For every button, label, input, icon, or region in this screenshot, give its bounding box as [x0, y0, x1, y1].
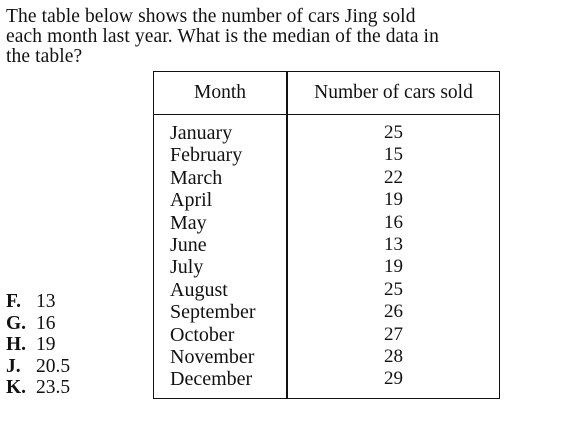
answer-choices: F. 13 G. 16 H. 19 J. 20.5 K. 23.5	[6, 291, 146, 399]
answer-choice-k[interactable]: K. 23.5	[6, 377, 146, 399]
month-cell: January	[170, 122, 233, 144]
month-cell: April	[170, 189, 213, 212]
cars-sold-column: 25 15 22 19 16 13 19 25 26 27 28 29	[288, 122, 499, 391]
header-month: Month	[193, 82, 246, 103]
cars-sold-cell: 19	[384, 256, 403, 278]
month-cell: May	[170, 211, 207, 234]
cars-sold-cell: 29	[384, 368, 403, 390]
answer-letter: J.	[6, 355, 21, 377]
cars-sold-cell: 25	[384, 278, 403, 300]
cars-sold-cell: 26	[384, 301, 403, 323]
cars-sold-cell: 25	[384, 122, 403, 143]
answer-value: 19	[36, 334, 56, 355]
table-header-row: Month Number of cars sold	[154, 72, 499, 115]
cars-sold-cell: 22	[384, 166, 403, 188]
month-cell: October	[170, 323, 235, 346]
answer-value: 16	[36, 312, 56, 334]
cars-sold-cell: 13	[384, 233, 403, 255]
answer-value: 20.5	[36, 355, 71, 377]
cars-sold-cell: 15	[384, 144, 403, 166]
question-line-1: The table below shows the number of cars…	[6, 6, 416, 27]
answer-value: 13	[36, 291, 56, 312]
column-divider	[286, 72, 288, 398]
cars-sold-cell: 19	[384, 189, 403, 211]
cars-sold-cell: 28	[384, 345, 403, 367]
question-line-2: each month last year. What is the median…	[6, 26, 439, 47]
month-cell: March	[170, 166, 223, 189]
cars-sold-cell: 16	[384, 211, 403, 233]
question-text: The table below shows the number of cars…	[6, 7, 546, 67]
answer-value: 23.5	[36, 377, 71, 398]
month-cell: July	[170, 256, 204, 279]
month-cell: August	[170, 278, 228, 301]
month-column: January February March April May June Ju…	[170, 122, 284, 391]
answer-choice-h[interactable]: H. 19	[6, 334, 146, 356]
answer-choice-g[interactable]: G. 16	[6, 313, 146, 335]
answer-choice-j[interactable]: J. 20.5	[6, 356, 146, 378]
month-cell: November	[170, 345, 255, 368]
answer-letter: F.	[6, 291, 21, 312]
month-cell: June	[170, 233, 207, 256]
question-line-3: the table?	[6, 46, 83, 67]
cars-sold-table: Month Number of cars sold January Februa…	[153, 71, 500, 399]
cars-sold-cell: 27	[384, 323, 403, 345]
header-cars-sold: Number of cars sold	[314, 82, 473, 103]
answer-choice-f[interactable]: F. 13	[6, 291, 146, 313]
answer-letter: G.	[6, 312, 27, 334]
answer-letter: K.	[6, 377, 27, 398]
month-cell: December	[170, 368, 253, 391]
month-cell: February	[170, 144, 243, 167]
answer-letter: H.	[6, 334, 27, 355]
month-cell: September	[170, 301, 256, 324]
